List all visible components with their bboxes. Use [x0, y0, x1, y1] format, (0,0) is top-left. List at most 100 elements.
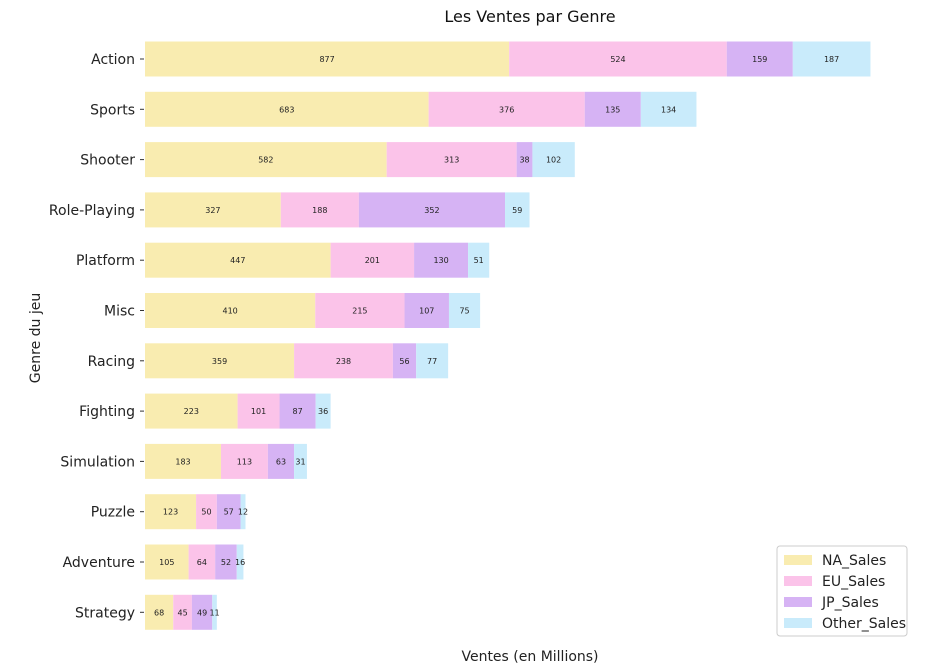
bar-action-jp-sales: [726, 41, 793, 77]
bar-puzzle-jp-sales: [216, 494, 241, 530]
data-label: 582: [258, 156, 273, 165]
legend: NA_Sales EU_Sales JP_Sales Other_Sales: [776, 545, 908, 637]
y-tick-label: Simulation: [60, 454, 135, 470]
data-label: 238: [336, 357, 351, 366]
data-label: 38: [519, 156, 529, 165]
bar-sports-jp-sales: [584, 91, 641, 127]
bar-strategy-jp-sales: [191, 594, 213, 630]
bar-misc-na-sales: [145, 293, 316, 328]
data-label: 376: [499, 105, 514, 114]
bar-puzzle-other-sales: [240, 494, 246, 530]
data-label: 57: [224, 508, 234, 517]
legend-label: Other_Sales: [822, 616, 906, 632]
data-label: 11: [209, 608, 219, 617]
legend-label: EU_Sales: [822, 574, 885, 590]
data-label: 52: [221, 558, 231, 567]
bar-simulation-na-sales: [145, 443, 221, 479]
legend-swatch: [784, 597, 812, 607]
data-label: 410: [222, 307, 237, 316]
data-label: 77: [427, 357, 437, 366]
data-label: 64: [197, 558, 207, 567]
bar-shooter-na-sales: [145, 142, 387, 178]
data-label: 105: [159, 558, 174, 567]
bar-misc-eu-sales: [315, 293, 405, 328]
bar-racing-eu-sales: [294, 343, 393, 379]
y-tick-label: Sports: [90, 102, 135, 118]
bar-racing-other-sales: [416, 343, 449, 379]
data-label: 59: [512, 206, 522, 215]
data-label: 183: [175, 457, 190, 466]
data-label: 359: [212, 357, 227, 366]
bar-racing-na-sales: [145, 343, 295, 379]
bar-adventure-other-sales: [236, 544, 244, 580]
data-label: 123: [163, 508, 178, 517]
bar-strategy-eu-sales: [173, 594, 192, 630]
data-label: 56: [399, 357, 409, 366]
y-tick-label: Misc: [104, 304, 135, 320]
bar-role-playing-jp-sales: [358, 192, 506, 228]
legend-label: JP_Sales: [821, 595, 879, 611]
data-label: 102: [546, 156, 561, 165]
data-label: 107: [419, 307, 434, 316]
bar-shooter-eu-sales: [386, 142, 517, 178]
bar-misc-other-sales: [448, 293, 481, 328]
bar-platform-eu-sales: [330, 242, 415, 278]
data-label: 188: [312, 206, 327, 215]
bar-platform-jp-sales: [414, 242, 469, 278]
bar-adventure-na-sales: [145, 544, 189, 580]
bar-role-playing-other-sales: [505, 192, 530, 228]
bar-adventure-jp-sales: [215, 544, 237, 580]
y-tick-label: Platform: [76, 253, 135, 269]
data-label: 327: [205, 206, 220, 215]
data-label: 159: [752, 55, 767, 64]
data-label: 31: [295, 457, 305, 466]
data-label: 75: [459, 307, 469, 316]
legend-swatch: [784, 576, 812, 586]
data-label: 16: [235, 558, 245, 567]
bar-shooter-jp-sales: [516, 142, 533, 178]
bar-racing-jp-sales: [392, 343, 417, 379]
bar-sports-eu-sales: [428, 91, 585, 127]
y-axis-label: Genre du jeu: [28, 293, 44, 383]
data-label: 135: [605, 105, 620, 114]
data-label: 12: [238, 508, 248, 517]
chart-title: Les Ventes par Genre: [444, 7, 615, 26]
data-label: 352: [424, 206, 439, 215]
data-label: 187: [824, 55, 839, 64]
bar-shooter-other-sales: [532, 142, 575, 178]
data-label: 51: [474, 256, 484, 265]
bar-platform-na-sales: [145, 242, 331, 278]
bar-action-na-sales: [145, 41, 510, 77]
bar-puzzle-na-sales: [145, 494, 197, 530]
y-tick-label: Puzzle: [91, 505, 135, 521]
legend-swatch: [784, 555, 812, 565]
bar-action-other-sales: [792, 41, 871, 77]
data-label: 45: [177, 608, 187, 617]
legend-label: NA_Sales: [822, 553, 886, 569]
data-label: 49: [197, 608, 207, 617]
bar-adventure-eu-sales: [188, 544, 216, 580]
data-label: 87: [293, 407, 303, 416]
data-label: 447: [230, 256, 245, 265]
y-tick-label: Racing: [88, 354, 135, 370]
data-label: 134: [661, 105, 676, 114]
y-tick-label: Role-Playing: [49, 203, 135, 219]
y-tick-label: Action: [91, 52, 135, 68]
bar-fighting-na-sales: [145, 393, 238, 429]
bar-puzzle-eu-sales: [196, 494, 217, 530]
bar-platform-other-sales: [468, 242, 490, 278]
legend-swatch: [784, 618, 812, 628]
data-label: 63: [276, 457, 286, 466]
bar-simulation-eu-sales: [220, 443, 268, 479]
data-label: 130: [433, 256, 448, 265]
data-label: 36: [318, 407, 328, 416]
bar-simulation-jp-sales: [267, 443, 295, 479]
bar-misc-jp-sales: [404, 293, 449, 328]
legend-frame: [776, 545, 908, 637]
data-label: 50: [201, 508, 211, 517]
data-label: 683: [279, 105, 294, 114]
y-tick-label: Adventure: [63, 555, 135, 571]
bar-sports-other-sales: [640, 91, 697, 127]
data-label: 113: [237, 457, 252, 466]
